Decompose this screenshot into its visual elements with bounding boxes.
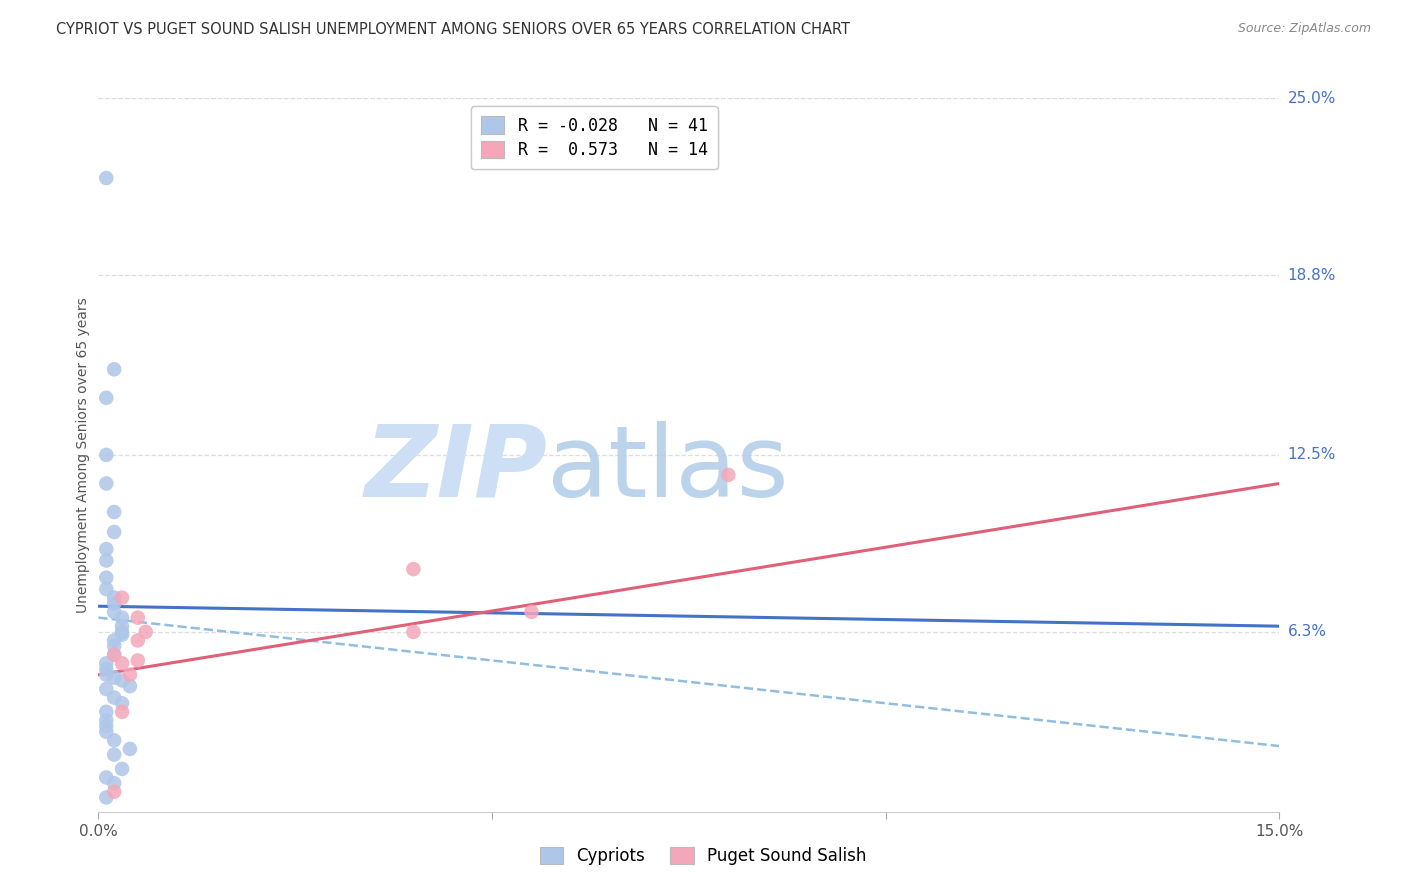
Point — [103, 648, 125, 662]
Point — [96, 391, 118, 405]
Point — [96, 681, 118, 696]
Point — [96, 171, 118, 186]
Text: atlas: atlas — [547, 421, 789, 517]
Point — [96, 571, 118, 585]
Point — [103, 605, 125, 619]
Point — [103, 747, 125, 762]
Point — [96, 724, 118, 739]
Point — [118, 679, 141, 693]
Point — [103, 362, 125, 376]
Point — [96, 542, 118, 557]
Point — [103, 733, 125, 747]
Point — [111, 624, 134, 639]
Point — [111, 696, 134, 710]
Text: CYPRIOT VS PUGET SOUND SALISH UNEMPLOYMENT AMONG SENIORS OVER 65 YEARS CORRELATI: CYPRIOT VS PUGET SOUND SALISH UNEMPLOYME… — [56, 22, 851, 37]
Text: Source: ZipAtlas.com: Source: ZipAtlas.com — [1237, 22, 1371, 36]
Point — [127, 653, 149, 667]
Point — [111, 628, 134, 642]
Legend: Cypriots, Puget Sound Salish: Cypriots, Puget Sound Salish — [530, 837, 876, 875]
Point — [103, 648, 125, 662]
Point — [96, 553, 118, 567]
Point — [402, 624, 425, 639]
Point — [96, 719, 118, 733]
Point — [111, 762, 134, 776]
Point — [111, 610, 134, 624]
Point — [96, 771, 118, 785]
Point — [118, 742, 141, 756]
Point — [96, 582, 118, 596]
Text: 18.8%: 18.8% — [1288, 268, 1336, 283]
Text: 25.0%: 25.0% — [1288, 91, 1336, 105]
Y-axis label: Unemployment Among Seniors over 65 years: Unemployment Among Seniors over 65 years — [76, 297, 90, 613]
Point — [96, 705, 118, 719]
Point — [103, 785, 125, 799]
Point — [103, 591, 125, 605]
Point — [402, 562, 425, 576]
Point — [96, 476, 118, 491]
Text: 12.5%: 12.5% — [1288, 448, 1336, 462]
Point — [127, 610, 149, 624]
Point — [103, 639, 125, 653]
Point — [111, 591, 134, 605]
Point — [103, 671, 125, 685]
Point — [103, 505, 125, 519]
Point — [96, 790, 118, 805]
Point — [96, 667, 118, 681]
Text: 6.3%: 6.3% — [1288, 624, 1327, 640]
Point — [118, 667, 141, 681]
Point — [96, 714, 118, 728]
Point — [127, 633, 149, 648]
Point — [111, 619, 134, 633]
Point — [103, 596, 125, 610]
Point — [111, 673, 134, 688]
Point — [96, 448, 118, 462]
Point — [111, 705, 134, 719]
Point — [103, 633, 125, 648]
Text: ZIP: ZIP — [364, 421, 547, 517]
Point — [96, 657, 118, 671]
Point — [111, 657, 134, 671]
Point — [103, 524, 125, 539]
Legend: R = -0.028   N = 41, R =  0.573   N = 14: R = -0.028 N = 41, R = 0.573 N = 14 — [471, 106, 718, 169]
Point — [717, 467, 740, 482]
Point — [103, 690, 125, 705]
Point — [96, 662, 118, 676]
Point — [520, 605, 543, 619]
Point — [135, 624, 157, 639]
Point — [103, 776, 125, 790]
